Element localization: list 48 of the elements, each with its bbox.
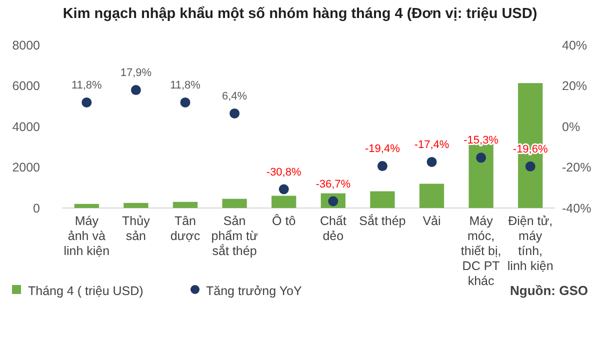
legend-label: Tháng 4 ( triệu USD) [28,284,144,298]
x-tick-label: Sản phẩm từ sắt thép [211,214,258,258]
text: Nguồn: GSO [510,282,588,298]
point [476,152,486,163]
data-label: -17,4% [414,138,450,151]
point [230,108,240,118]
point [525,161,536,172]
x-tick-label: Điện tử, máy tính, linh kiện [507,214,554,273]
y-tick-label: 0 [33,201,40,216]
x-tick-label: Máy móc, thiết bị, DC PT khác [460,214,502,288]
x-tick-label: Ô tô [272,214,296,228]
bar [419,184,444,208]
y2-tick-label: -40% [562,201,592,216]
y2-tick-label: 40% [562,38,588,52]
point [278,184,289,194]
y2-tick-label: 20% [562,79,588,94]
point [82,97,92,108]
y-tick-label: 4000 [12,120,40,134]
data-label: 17,9% [120,67,152,80]
point [180,97,190,108]
data-label: -36,7% [316,178,351,190]
bar [74,204,99,208]
data-label: -19,4% [365,143,400,156]
data-label: 11,8% [170,79,201,92]
y-tick-label: 6000 [12,79,40,94]
bar [124,202,148,208]
x-tick-label: Thủy sản [122,214,151,243]
legend-label: Tăng trưởng YoY [206,284,302,298]
bar [272,196,296,208]
bar [370,191,395,208]
bar [172,202,198,208]
bar [222,198,247,208]
y2-tick-label: -20% [562,160,592,175]
x-tick-label: Máy ảnh và linh kiện [64,214,110,258]
x-tick-label: Sắt thép [359,214,406,228]
chart-title: Kim ngạch nhập khẩu một số nhóm hàng tháng 4 (Đơn vị: triệu USD) [62,6,538,22]
x-tick-label: Chất dẻo [320,214,347,243]
point [130,85,141,96]
data-label: 11,8% [71,79,102,92]
y2-tick-label: 0% [562,120,580,134]
x-tick-label: Vải [422,214,441,228]
data-label: -30,8% [266,166,302,178]
x-tick-label: Tân dược [170,214,200,243]
point [377,161,388,172]
y-tick-label: 2000 [12,160,40,175]
y-tick-label: 8000 [12,38,40,52]
data-label: 6,4% [222,90,248,102]
point [426,156,437,167]
